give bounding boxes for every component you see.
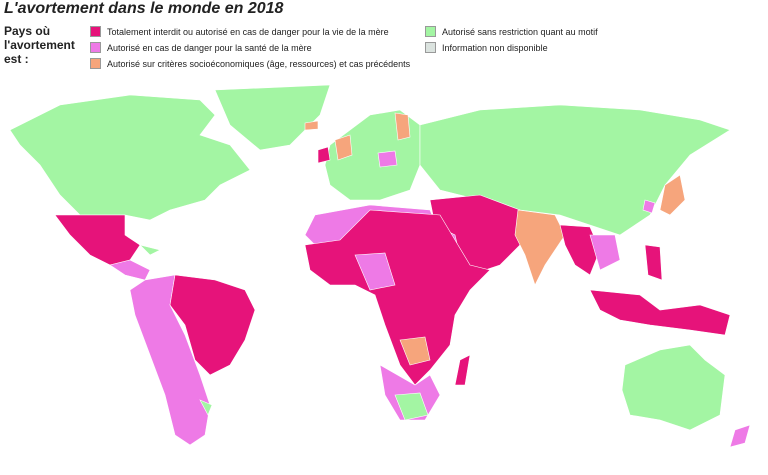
region (324, 109, 421, 201)
legend-label: Autorisé sur critères socioéconomiques (… (107, 58, 411, 69)
legend-item: Autorisé sans restriction quant au motif (425, 26, 598, 37)
region (589, 289, 731, 336)
region (199, 399, 213, 416)
legend-item: Autorisé en cas de danger pour la santé … (90, 42, 312, 53)
legend-swatch (90, 58, 101, 69)
legend-swatch (425, 26, 436, 37)
region (514, 209, 566, 286)
region (394, 112, 411, 141)
legend-label: Information non disponible (442, 42, 548, 53)
legend-swatch (90, 26, 101, 37)
region (559, 224, 601, 276)
region (394, 392, 429, 421)
region (454, 354, 471, 386)
legend-label: Autorisé en cas de danger pour la santé … (107, 42, 312, 53)
legend-swatch (425, 42, 436, 53)
region (334, 134, 353, 161)
region (317, 146, 331, 164)
region (304, 120, 319, 131)
legend-item: Totalement interdit ou autorisé en cas d… (90, 26, 389, 37)
region (214, 84, 331, 151)
region (589, 234, 621, 271)
legend-label: Autorisé sans restriction quant au motif (442, 26, 598, 37)
legend-heading: Pays où l'avortement est : (4, 24, 75, 66)
legend-item: Information non disponible (425, 42, 548, 53)
region (139, 244, 161, 256)
legend-item: Autorisé sur critères socioéconomiques (… (90, 58, 410, 69)
region (169, 274, 256, 376)
region (621, 344, 726, 431)
region (399, 336, 431, 366)
region (354, 252, 396, 291)
region (9, 94, 251, 221)
region (644, 244, 663, 281)
region (729, 424, 751, 448)
region (109, 259, 151, 281)
title: L'avortement dans le monde en 2018 (4, 0, 284, 17)
region (129, 274, 211, 446)
region (54, 214, 141, 266)
legend-swatch (90, 42, 101, 53)
region (642, 199, 656, 214)
world-map (9, 84, 751, 448)
region (377, 150, 398, 168)
region (659, 174, 686, 216)
legend-label: Totalement interdit ou autorisé en cas d… (107, 26, 389, 37)
